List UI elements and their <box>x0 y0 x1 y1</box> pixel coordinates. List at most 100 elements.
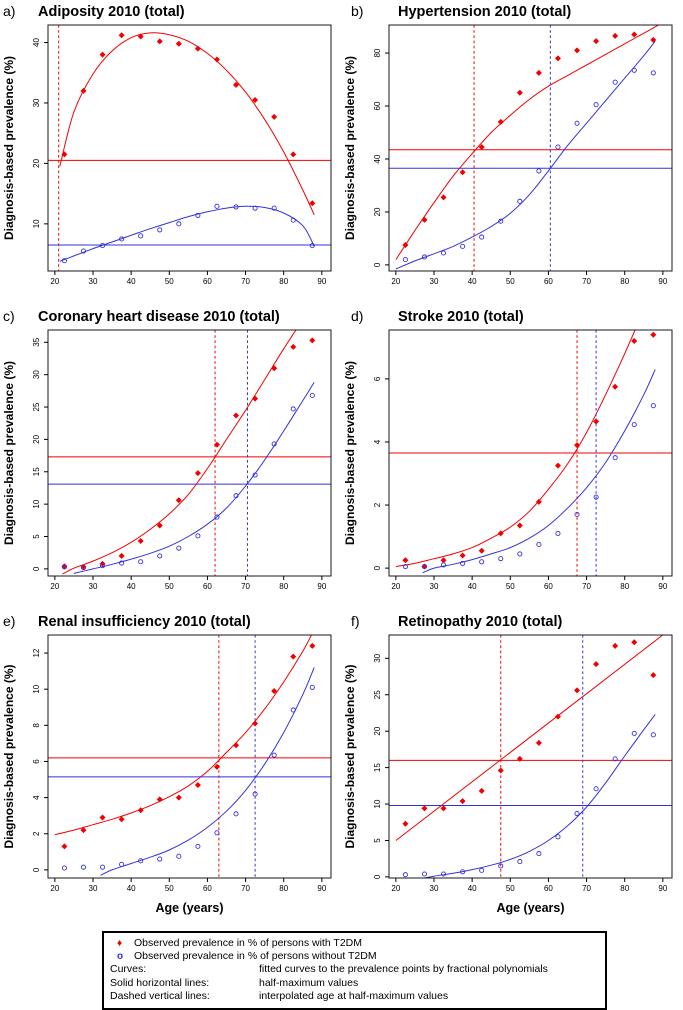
panel-b: 20 30 40 50 60 70 80 90 0 20 40 60 80 b) Hypertension … <box>341 0 683 305</box>
legend-def-text: fitted curves to the prevalence points b… <box>259 963 548 976</box>
svg-text:20: 20 <box>50 277 59 286</box>
points-without_t2dm <box>61 684 315 871</box>
fitted-curve-with_t2dm <box>395 635 664 841</box>
svg-text:50: 50 <box>165 582 174 591</box>
svg-text:70: 70 <box>582 277 591 286</box>
svg-text:60: 60 <box>544 277 553 286</box>
svg-text:0: 0 <box>373 565 382 570</box>
svg-text:0: 0 <box>373 874 382 879</box>
panel-d-letter: d) <box>351 308 363 324</box>
blue-circle-icon: o <box>117 951 124 963</box>
svg-text:30: 30 <box>32 98 41 107</box>
legend-definition-curves: Curves: fitted curves to the prevalence … <box>110 963 599 976</box>
svg-text:30: 30 <box>430 884 439 893</box>
svg-text:20: 20 <box>32 434 41 443</box>
svg-text:50: 50 <box>165 277 174 286</box>
svg-text:15: 15 <box>373 763 382 772</box>
y-axis: 10 20 30 40 <box>32 38 48 228</box>
svg-text:10: 10 <box>32 684 41 693</box>
svg-text:50: 50 <box>165 884 174 893</box>
svg-text:40: 40 <box>32 38 41 47</box>
points-with_t2dm <box>402 31 657 249</box>
svg-text:40: 40 <box>127 884 136 893</box>
svg-text:90: 90 <box>317 884 326 893</box>
svg-text:40: 40 <box>127 277 136 286</box>
panel-f-title: Retinopathy 2010 (total) <box>398 614 563 630</box>
x-axis: 20 30 40 50 60 70 80 90 <box>50 576 327 591</box>
svg-text:40: 40 <box>468 582 477 591</box>
svg-text:40: 40 <box>373 154 382 163</box>
svg-text:70: 70 <box>582 582 591 591</box>
plot-box <box>47 24 332 272</box>
points-with_t2dm <box>61 642 316 850</box>
svg-text:20: 20 <box>50 582 59 591</box>
svg-text:70: 70 <box>241 277 250 286</box>
svg-text:10: 10 <box>32 499 41 508</box>
panel-b-chart: 20 30 40 50 60 70 80 90 0 20 40 60 80 b) Hypertension … <box>343 3 673 286</box>
panel-e: 20 30 40 50 60 70 80 90 0 2 4 6 8 10 12 e) Renal insuffi… <box>0 610 341 925</box>
figure-legend: ♦ Observed prevalence in % of persons wi… <box>102 931 607 1010</box>
fitted-curve-without_t2dm <box>73 382 315 574</box>
x-axis: 20 30 40 50 60 70 80 90 <box>391 576 668 591</box>
points-with_t2dm <box>61 337 316 570</box>
fitted-curve-with_t2dm <box>395 330 636 567</box>
panel-d: 20 30 40 50 60 70 80 90 0 2 4 6 d) Stroke 2010 (total… <box>341 305 683 610</box>
plot-box <box>47 329 332 577</box>
svg-text:20: 20 <box>391 277 400 286</box>
x-axis-label: Age (years) <box>496 901 564 915</box>
panel-a-chart: 20 30 40 50 60 70 80 90 10 20 30 40 a) Adiposity 2010… <box>2 3 332 286</box>
legend-def-label: Solid horizontal lines: <box>110 976 210 989</box>
panel-b-title: Hypertension 2010 (total) <box>398 4 571 20</box>
svg-text:60: 60 <box>203 582 212 591</box>
panel-d-title: Stroke 2010 (total) <box>398 309 524 325</box>
svg-text:80: 80 <box>620 884 629 893</box>
svg-text:6: 6 <box>32 759 41 764</box>
panel-e-title: Renal insufficiency 2010 (total) <box>38 614 251 630</box>
legend-item-with-t2dm: ♦ Observed prevalence in % of persons wi… <box>110 937 599 950</box>
svg-text:70: 70 <box>241 884 250 893</box>
panel-e-letter: e) <box>3 613 15 629</box>
svg-text:30: 30 <box>430 277 439 286</box>
points-without_t2dm <box>402 730 656 878</box>
legend-item-with-t2dm-text: Observed prevalence in % of persons with… <box>134 937 362 949</box>
svg-text:30: 30 <box>89 582 98 591</box>
points-with_t2dm <box>402 639 657 827</box>
fitted-curve-without_t2dm <box>421 714 656 878</box>
svg-text:80: 80 <box>279 582 288 591</box>
svg-text:40: 40 <box>468 884 477 893</box>
y-axis-label: Diagnosis-based prevalence (%) <box>343 56 357 240</box>
svg-text:80: 80 <box>373 48 382 57</box>
svg-text:30: 30 <box>373 653 382 662</box>
svg-text:4: 4 <box>373 439 382 444</box>
svg-text:10: 10 <box>32 219 41 228</box>
svg-text:40: 40 <box>468 277 477 286</box>
y-axis-label: Diagnosis-based prevalence (%) <box>343 664 357 848</box>
panel-a-letter: a) <box>3 3 15 19</box>
plot-box <box>388 24 673 272</box>
svg-text:20: 20 <box>373 207 382 216</box>
x-axis: 20 30 40 50 60 70 80 90 <box>391 878 668 893</box>
svg-text:4: 4 <box>32 795 41 800</box>
points-with_t2dm <box>61 32 316 207</box>
y-axis: 0 5 10 15 20 25 30 <box>373 653 389 879</box>
svg-text:2: 2 <box>32 831 41 836</box>
panel-e-chart: 20 30 40 50 60 70 80 90 0 2 4 6 8 10 12 e) Renal insuffi… <box>2 613 332 915</box>
legend-def-text: half-maximum values <box>259 976 359 989</box>
svg-text:50: 50 <box>506 277 515 286</box>
svg-text:60: 60 <box>544 884 553 893</box>
y-axis-label: Diagnosis-based prevalence (%) <box>2 361 16 545</box>
svg-text:5: 5 <box>32 534 41 539</box>
svg-text:8: 8 <box>32 723 41 728</box>
svg-text:30: 30 <box>430 582 439 591</box>
x-axis-label: Age (years) <box>155 901 223 915</box>
svg-text:30: 30 <box>89 884 98 893</box>
panel-c-letter: c) <box>3 308 15 324</box>
svg-text:90: 90 <box>658 277 667 286</box>
svg-text:40: 40 <box>127 582 136 591</box>
svg-text:80: 80 <box>279 884 288 893</box>
legend-item-without-t2dm: o Observed prevalence in % of persons wi… <box>110 950 599 963</box>
points-without_t2dm <box>61 392 315 571</box>
y-axis-label: Diagnosis-based prevalence (%) <box>343 361 357 545</box>
svg-text:0: 0 <box>373 262 382 267</box>
svg-text:25: 25 <box>32 402 41 411</box>
